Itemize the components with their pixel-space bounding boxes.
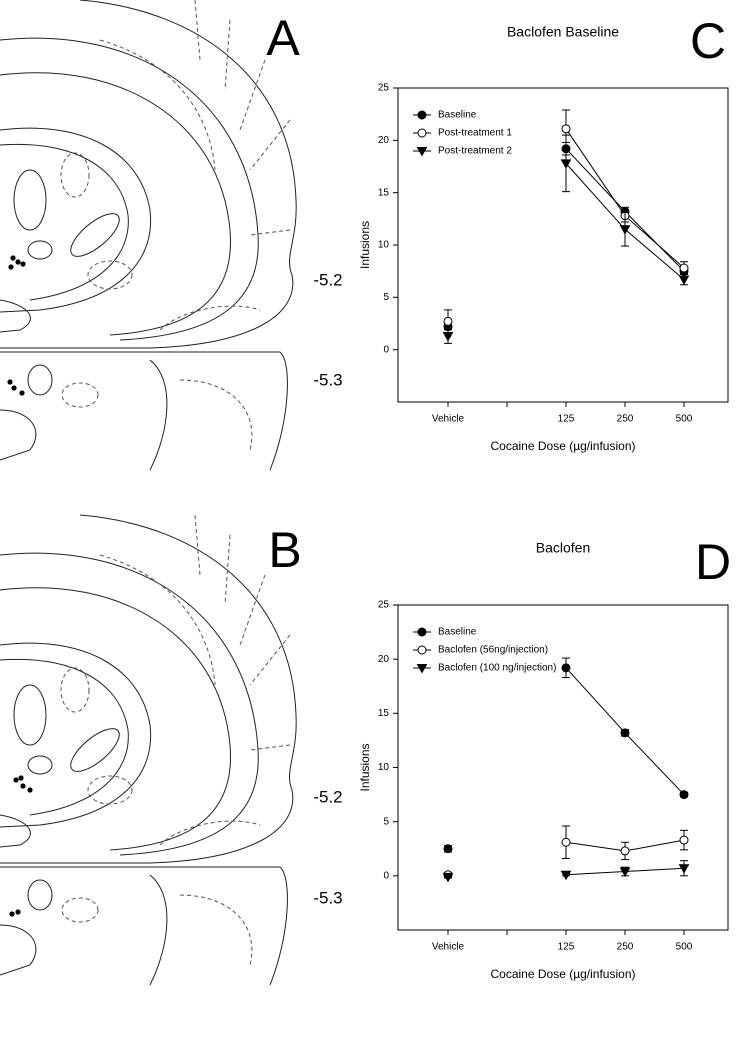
y-tick-label: 0 [383,870,389,881]
legend-marker [417,627,427,637]
y-tick-label: 25 [378,83,390,94]
data-marker [561,837,571,847]
data-marker [679,835,689,845]
injection-sites [7,255,33,917]
y-tick-label: 15 [378,708,390,719]
data-line [565,128,685,269]
panel-label: C [690,13,726,69]
atlas-level: -5.3 [313,370,342,389]
brain-atlas-slice [0,0,297,471]
data-marker [561,124,571,134]
data-marker [679,790,689,800]
legend-marker [416,664,428,674]
data-marker [620,846,630,856]
y-axis-label: Infusions [358,221,372,269]
legend-marker [417,110,427,120]
data-marker [560,870,572,881]
data-marker [620,728,630,738]
data-marker [442,872,454,883]
panel-label: D [695,534,731,590]
y-tick-label: 20 [378,654,390,665]
legend-label: Baclofen (100 ng/injection) [438,663,556,674]
atlas-level: -5.2 [313,787,342,806]
y-axis-label: Infusions [358,743,372,791]
legend-label: Baclofen (56ng/injection) [438,645,548,656]
panel-label: B [268,522,301,578]
x-axis-label: Cocaine Dose (µg/infusion) [491,967,636,981]
legend-marker [417,645,427,655]
data-marker [560,159,572,169]
y-tick-label: 5 [383,292,389,303]
x-tick-label: 500 [676,414,693,425]
legend-label: Baseline [438,110,477,121]
x-tick-label: Vehicle [432,942,465,953]
y-tick-label: 20 [378,135,390,146]
data-marker [443,316,453,326]
x-tick-label: 250 [617,414,634,425]
y-tick-label: 15 [378,187,390,198]
x-tick-label: 250 [617,942,634,953]
brain-atlas-slice [0,514,297,986]
x-tick-label: 125 [558,942,575,953]
legend-marker [417,128,427,138]
x-tick-label: Vehicle [432,414,465,425]
panel-label: A [266,10,300,66]
x-tick-label: 125 [558,414,575,425]
legend-label: Post-treatment 2 [438,146,512,157]
legend-marker [416,147,428,157]
data-marker [679,263,689,273]
data-marker [561,663,571,673]
y-tick-label: 5 [383,816,389,827]
atlas-level: -5.3 [313,888,342,907]
chart-title: Baclofen Baseline [507,24,619,40]
y-tick-label: 25 [378,600,390,611]
x-tick-label: 500 [676,942,693,953]
atlas-level: -5.2 [313,270,342,289]
y-tick-label: 0 [383,344,389,355]
data-marker [443,844,453,854]
y-tick-label: 10 [378,240,390,251]
data-marker [442,332,454,342]
x-axis-label: Cocaine Dose (µg/infusion) [491,439,636,453]
data-marker [619,867,631,878]
data-marker [678,275,690,286]
data-marker [619,225,631,235]
data-marker [678,864,690,874]
legend-label: Baseline [438,627,477,638]
chart-title: Baclofen [536,540,590,556]
legend-label: Post-treatment 1 [438,128,512,139]
y-tick-label: 10 [378,762,390,773]
